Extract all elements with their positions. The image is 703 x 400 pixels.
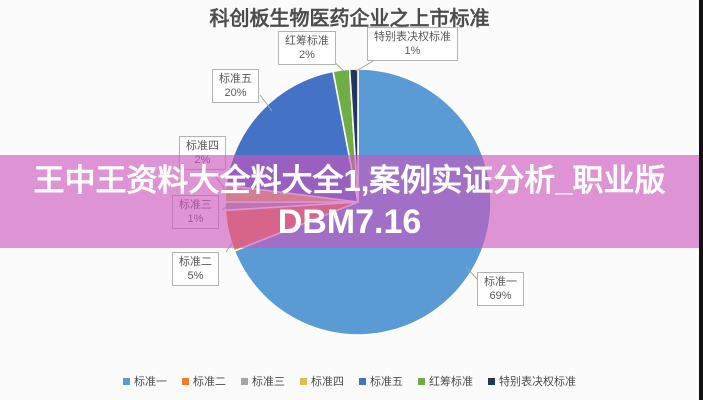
callout-special-voting-value: 1% bbox=[404, 45, 421, 57]
legend-item-standard-2: 标准二 bbox=[182, 373, 226, 389]
legend-item-red-chip: 红筹标准 bbox=[418, 373, 473, 389]
legend-label: 红筹标准 bbox=[429, 376, 473, 388]
watermark-banner-line2: DBM7.16 bbox=[277, 202, 422, 241]
legend-label: 标准二 bbox=[193, 376, 226, 388]
watermark-banner-line1: 王中王资料大全料大全1,案例实证分析_职业版 bbox=[33, 162, 666, 198]
legend-swatch-icon bbox=[123, 377, 130, 385]
chart-legend: 标准一 标准二 标准三 标准四 标准五 红筹标准 特别表决权标准 bbox=[0, 373, 699, 389]
callout-red-chip: 红筹标准 2% bbox=[278, 31, 336, 65]
legend-item-standard-4: 标准四 bbox=[300, 373, 344, 389]
legend-label: 标准五 bbox=[370, 376, 403, 388]
legend-swatch-icon bbox=[300, 377, 307, 385]
legend-label: 标准四 bbox=[311, 376, 344, 388]
legend-item-special-voting: 特别表决权标准 bbox=[488, 373, 576, 389]
legend-label: 特别表决权标准 bbox=[499, 376, 576, 388]
legend-item-standard-3: 标准三 bbox=[241, 373, 285, 389]
callout-red-chip-value: 2% bbox=[299, 49, 315, 61]
watermark-banner: 王中王资料大全料大全1,案例实证分析_职业版 DBM7.16 bbox=[0, 155, 699, 248]
legend-swatch-icon bbox=[359, 377, 366, 385]
callout-standard-2-value: 5% bbox=[187, 270, 204, 282]
callout-standard-1: 标准一 69% bbox=[477, 272, 524, 306]
legend-swatch-icon bbox=[182, 377, 189, 385]
screen-right-edge-bar bbox=[699, 0, 703, 400]
callout-standard-4-label: 标准四 bbox=[186, 140, 219, 152]
leader-line-standard-1 bbox=[465, 266, 478, 280]
callout-standard-2-label: 标准二 bbox=[179, 256, 212, 268]
callout-special-voting: 特别表决权标准 1% bbox=[367, 27, 458, 61]
legend-label: 标准三 bbox=[252, 376, 285, 388]
legend-swatch-icon bbox=[241, 377, 248, 385]
callout-red-chip-label: 红筹标准 bbox=[285, 35, 329, 47]
callout-standard-5-label: 标准五 bbox=[219, 73, 252, 85]
legend-swatch-icon bbox=[418, 377, 425, 385]
legend-label: 标准一 bbox=[134, 376, 167, 388]
chart-title: 科创板生物医药企业之上市标准 bbox=[209, 8, 490, 30]
legend-swatch-icon bbox=[488, 377, 495, 385]
callout-standard-2: 标准二 5% bbox=[172, 252, 219, 286]
leader-line-standard-5 bbox=[259, 94, 273, 112]
callout-standard-1-label: 标准一 bbox=[484, 276, 517, 288]
callout-standard-5: 标准五 20% bbox=[212, 69, 259, 103]
legend-item-standard-1: 标准一 bbox=[123, 373, 167, 389]
callout-standard-5-value: 20% bbox=[224, 87, 247, 99]
legend-item-standard-5: 标准五 bbox=[359, 373, 403, 389]
callout-standard-1-value: 69% bbox=[489, 290, 512, 302]
callout-special-voting-label: 特别表决权标准 bbox=[374, 31, 451, 43]
